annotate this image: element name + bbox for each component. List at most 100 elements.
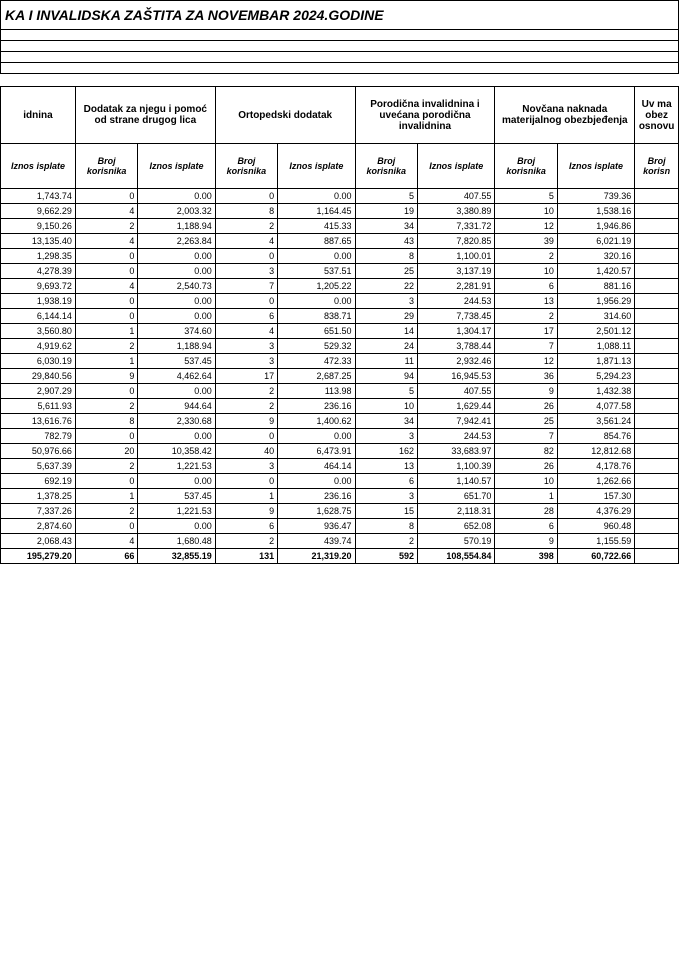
- cell-amount: 3,561.24: [557, 414, 634, 429]
- cell-count: 9: [215, 504, 277, 519]
- cell-amount: 570.19: [417, 534, 494, 549]
- cell-count: 2: [75, 399, 137, 414]
- cell-amount: 9,662.29: [1, 204, 76, 219]
- cell-amount: 887.65: [278, 234, 355, 249]
- cell-count: 2: [75, 504, 137, 519]
- cell-amount: 936.47: [278, 519, 355, 534]
- cell-count: 39: [495, 234, 557, 249]
- cell-count: [635, 414, 679, 429]
- cell-amount: 1,420.57: [557, 264, 634, 279]
- cell-amount: 7,942.41: [417, 414, 494, 429]
- cell-count: [635, 489, 679, 504]
- table-row: 13,135.4042,263.844887.65437,820.85396,0…: [1, 234, 679, 249]
- column-sub-header: Iznos isplate: [1, 144, 76, 189]
- table-row: 9,150.2621,188.942415.33347,331.72121,94…: [1, 219, 679, 234]
- data-table: idninaDodatak za njegu i pomoć od strane…: [0, 86, 679, 564]
- cell-amount: 4,178.76: [557, 459, 634, 474]
- cell-count: 3: [215, 264, 277, 279]
- cell-amount: 1,088.11: [557, 339, 634, 354]
- total-amount: 21,319.20: [278, 549, 355, 564]
- cell-count: [635, 399, 679, 414]
- cell-amount: 0.00: [138, 294, 215, 309]
- cell-amount: 881.16: [557, 279, 634, 294]
- cell-amount: 16,945.53: [417, 369, 494, 384]
- cell-amount: 6,473.91: [278, 444, 355, 459]
- cell-amount: 6,030.19: [1, 354, 76, 369]
- cell-amount: 1,304.17: [417, 324, 494, 339]
- cell-count: 28: [495, 504, 557, 519]
- cell-amount: 0.00: [138, 474, 215, 489]
- cell-count: 2: [75, 219, 137, 234]
- cell-count: 5: [355, 189, 417, 204]
- cell-count: [635, 519, 679, 534]
- total-count: 398: [495, 549, 557, 564]
- cell-count: 0: [75, 309, 137, 324]
- cell-amount: 1,140.57: [417, 474, 494, 489]
- cell-amount: 439.74: [278, 534, 355, 549]
- cell-count: [635, 459, 679, 474]
- cell-count: 1: [215, 489, 277, 504]
- cell-count: 17: [215, 369, 277, 384]
- cell-amount: 1,221.53: [138, 459, 215, 474]
- table-row: 692.1900.0000.0061,140.57101,262.66: [1, 474, 679, 489]
- cell-amount: 2,263.84: [138, 234, 215, 249]
- cell-count: 3: [215, 354, 277, 369]
- cell-amount: 960.48: [557, 519, 634, 534]
- cell-amount: 12,812.68: [557, 444, 634, 459]
- cell-count: 3: [355, 489, 417, 504]
- cell-amount: 0.00: [138, 249, 215, 264]
- cell-count: 0: [75, 294, 137, 309]
- cell-amount: 2,068.43: [1, 534, 76, 549]
- cell-amount: 2,932.46: [417, 354, 494, 369]
- cell-count: 25: [355, 264, 417, 279]
- cell-amount: 1,188.94: [138, 219, 215, 234]
- cell-amount: 1,262.66: [557, 474, 634, 489]
- table-row: 6,030.191537.453472.33112,932.46121,871.…: [1, 354, 679, 369]
- total-amount: 60,722.66: [557, 549, 634, 564]
- cell-count: 0: [215, 474, 277, 489]
- cell-amount: 314.60: [557, 309, 634, 324]
- cell-amount: 10,358.42: [138, 444, 215, 459]
- table-row: 4,278.3900.003537.51253,137.19101,420.57: [1, 264, 679, 279]
- column-group-header: idnina: [1, 87, 76, 144]
- cell-count: 1: [75, 324, 137, 339]
- cell-count: 2: [75, 459, 137, 474]
- cell-amount: 652.08: [417, 519, 494, 534]
- cell-amount: 157.30: [557, 489, 634, 504]
- cell-amount: 2,540.73: [138, 279, 215, 294]
- cell-count: 0: [215, 294, 277, 309]
- cell-amount: 537.45: [138, 489, 215, 504]
- cell-amount: 7,738.45: [417, 309, 494, 324]
- cell-count: [635, 249, 679, 264]
- cell-count: [635, 534, 679, 549]
- cell-amount: 0.00: [278, 429, 355, 444]
- cell-count: 8: [355, 519, 417, 534]
- cell-count: [635, 324, 679, 339]
- cell-count: 4: [215, 234, 277, 249]
- cell-count: 9: [215, 414, 277, 429]
- cell-count: 34: [355, 219, 417, 234]
- total-count: 592: [355, 549, 417, 564]
- cell-count: 5: [495, 189, 557, 204]
- cell-amount: 236.16: [278, 399, 355, 414]
- cell-amount: 1,298.35: [1, 249, 76, 264]
- table-row: 1,298.3500.0000.0081,100.012320.16: [1, 249, 679, 264]
- cell-count: [635, 474, 679, 489]
- table-row: 2,907.2900.002113.985407.5591,432.38: [1, 384, 679, 399]
- cell-count: 8: [215, 204, 277, 219]
- cell-count: [635, 204, 679, 219]
- cell-count: 0: [215, 189, 277, 204]
- cell-count: 162: [355, 444, 417, 459]
- cell-amount: 1,155.59: [557, 534, 634, 549]
- cell-amount: 1,205.22: [278, 279, 355, 294]
- cell-amount: 6,021.19: [557, 234, 634, 249]
- cell-amount: 4,462.64: [138, 369, 215, 384]
- cell-count: [635, 294, 679, 309]
- cell-count: 4: [75, 534, 137, 549]
- cell-count: 1: [75, 489, 137, 504]
- cell-count: 40: [215, 444, 277, 459]
- cell-amount: 2,281.91: [417, 279, 494, 294]
- cell-amount: 236.16: [278, 489, 355, 504]
- total-amount: 32,855.19: [138, 549, 215, 564]
- cell-count: 43: [355, 234, 417, 249]
